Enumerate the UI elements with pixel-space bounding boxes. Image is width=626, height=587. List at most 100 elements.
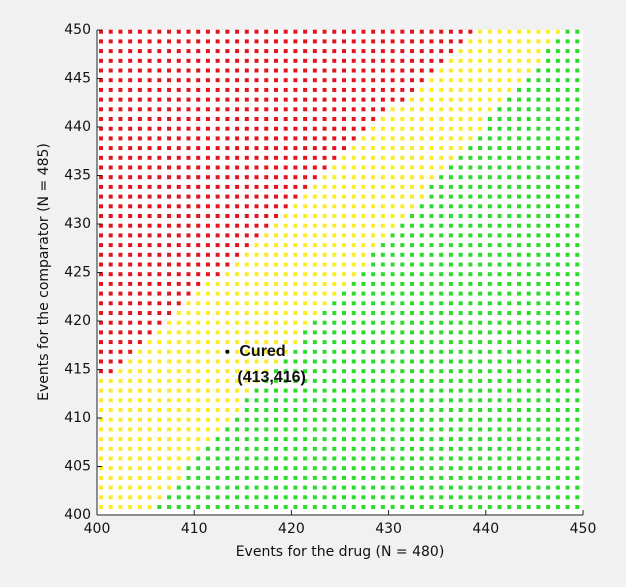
dot: [225, 252, 230, 257]
dot: [487, 175, 492, 180]
dot: [487, 233, 492, 238]
dot: [225, 456, 230, 461]
dot: [497, 262, 502, 267]
dot: [322, 417, 327, 422]
dot: [186, 340, 191, 345]
dot: [118, 97, 123, 102]
dot: [283, 359, 288, 364]
dot: [400, 49, 405, 54]
dot: [342, 446, 346, 451]
dot: [526, 165, 531, 170]
dot: [108, 349, 113, 354]
dot: [303, 408, 308, 412]
dot: [322, 349, 327, 354]
dot: [205, 223, 210, 228]
dot: [361, 427, 366, 432]
dot: [507, 39, 512, 44]
dot: [380, 272, 385, 277]
dot: [497, 446, 502, 451]
dot: [137, 58, 142, 63]
dot: [225, 466, 230, 471]
dot: [536, 243, 541, 248]
dot: [147, 184, 152, 189]
dot: [390, 330, 395, 335]
dot: [429, 485, 434, 490]
dot: [380, 184, 385, 189]
dot: [342, 320, 346, 325]
dot: [186, 58, 191, 63]
dot: [526, 58, 531, 63]
dot: [128, 214, 133, 218]
dot: [507, 330, 512, 335]
dot: [565, 485, 570, 490]
dot: [167, 223, 172, 228]
dot: [516, 214, 521, 218]
dot: [196, 68, 201, 73]
dot: [507, 437, 512, 442]
dot: [332, 107, 337, 112]
dot: [205, 369, 210, 374]
dot: [380, 29, 385, 34]
dot: [351, 272, 356, 277]
dot: [108, 272, 113, 277]
dot: [99, 349, 103, 354]
dot: [351, 495, 356, 500]
dot: [157, 495, 162, 500]
dot: [419, 78, 424, 83]
dot: [225, 505, 230, 509]
dot: [555, 408, 560, 412]
dot: [128, 408, 133, 412]
dot: [273, 446, 278, 451]
dot: [565, 184, 570, 189]
dot: [293, 252, 298, 257]
dot: [225, 291, 230, 296]
dot: [439, 223, 444, 228]
dot: [332, 272, 337, 277]
dot: [137, 252, 142, 257]
dot: [176, 388, 181, 393]
dot: [186, 427, 191, 432]
dot: [312, 184, 317, 189]
dot: [283, 272, 288, 277]
dot: [118, 378, 123, 383]
dot: [332, 194, 337, 199]
dot: [516, 320, 521, 325]
dot: [322, 398, 327, 403]
dot: [516, 107, 521, 112]
dot: [448, 340, 453, 345]
dot: [332, 29, 337, 34]
dot: [147, 214, 152, 218]
dot: [390, 281, 395, 286]
dot: [487, 107, 492, 112]
dot: [380, 475, 385, 480]
dot: [555, 272, 560, 277]
dot: [371, 446, 376, 451]
y-tick-label: 405: [64, 459, 91, 475]
dot: [516, 252, 521, 257]
dot: [303, 485, 308, 490]
dot: [254, 349, 259, 354]
dot: [351, 340, 356, 345]
dot: [390, 456, 395, 461]
dot: [526, 223, 531, 228]
dot: [303, 97, 308, 102]
dot: [497, 349, 502, 354]
dot: [322, 58, 327, 63]
dot: [264, 291, 269, 296]
dot: [147, 58, 152, 63]
dot: [410, 184, 415, 189]
dot: [293, 155, 298, 160]
dot: [516, 204, 521, 209]
dot: [342, 107, 346, 112]
dot: [254, 485, 259, 490]
dot: [254, 204, 259, 209]
dot: [565, 155, 570, 160]
dot: [108, 427, 113, 432]
dot: [273, 301, 278, 306]
dot: [448, 29, 453, 34]
dot: [303, 301, 308, 306]
dot: [108, 136, 113, 141]
dot: [380, 262, 385, 267]
dot: [546, 311, 551, 315]
dot: [448, 165, 453, 170]
